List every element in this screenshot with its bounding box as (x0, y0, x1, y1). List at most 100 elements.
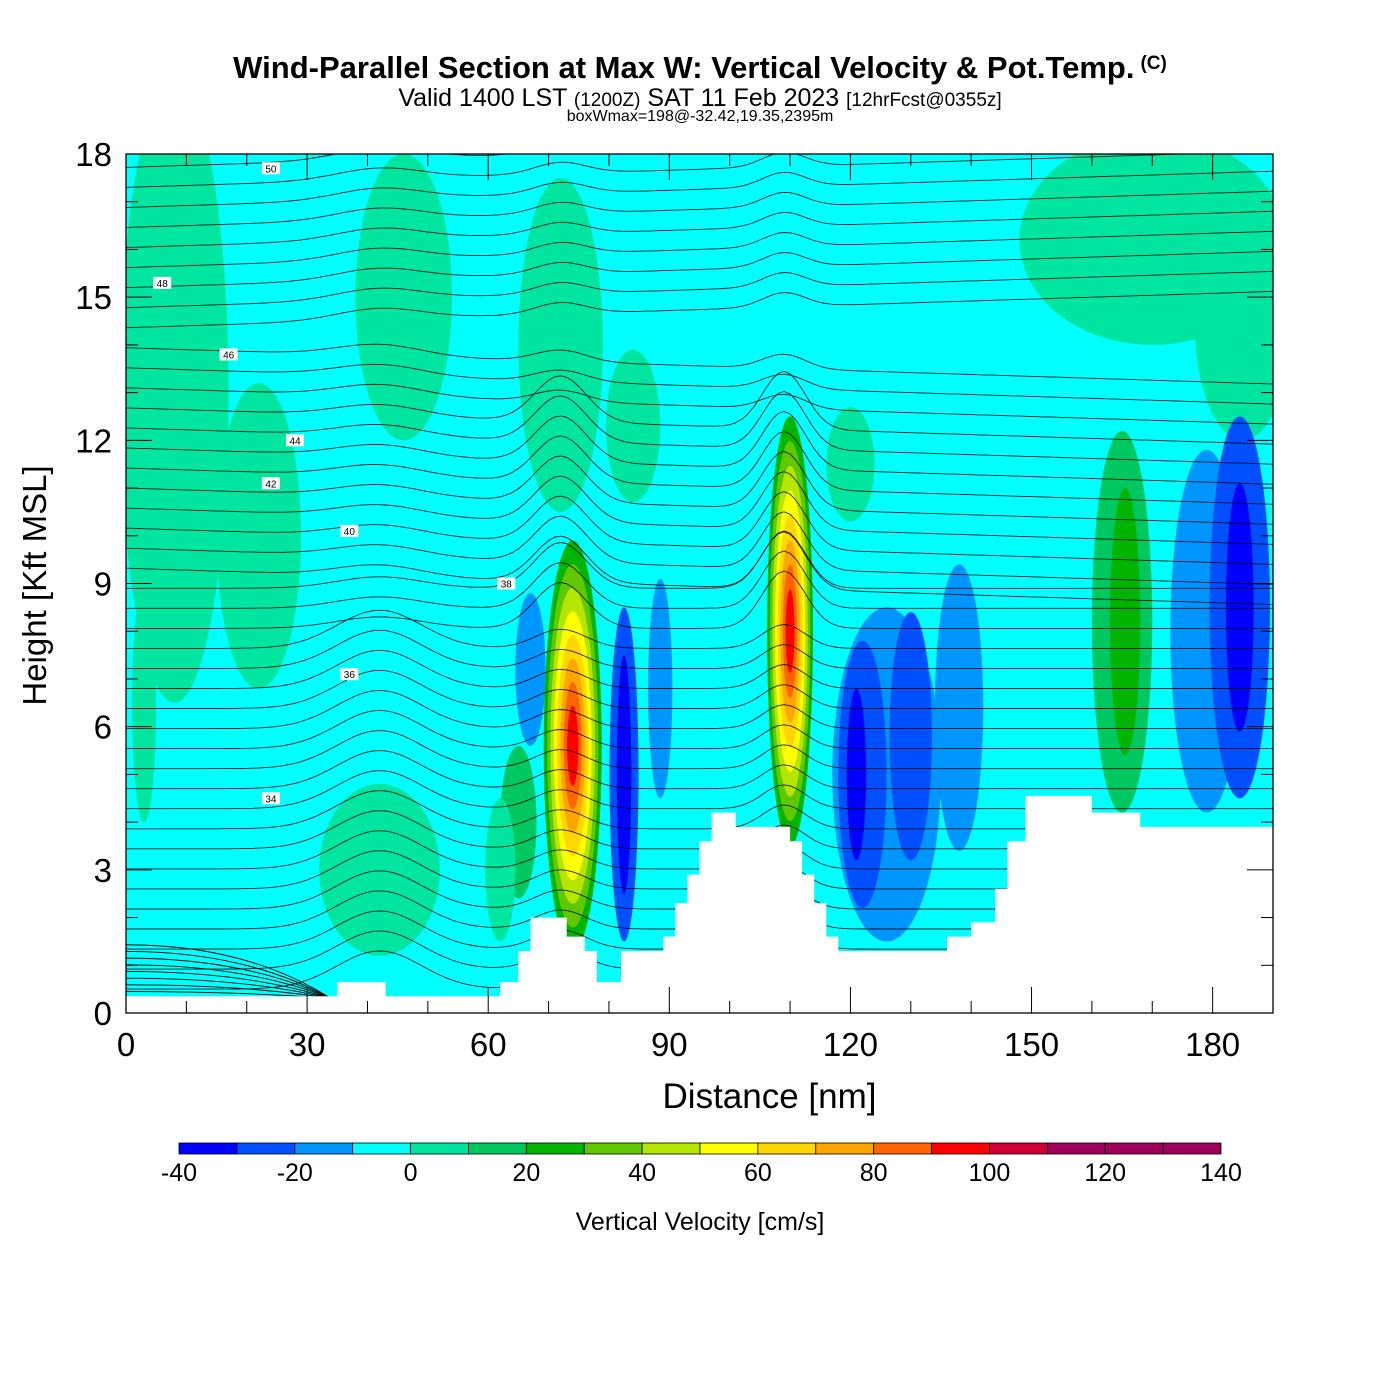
ascent-cell (1110, 488, 1141, 756)
y-tick-label: 9 (94, 566, 112, 603)
weak-ascent-band (319, 783, 440, 956)
vertical-velocity-field (126, 154, 1273, 956)
theta-label-text: 36 (344, 670, 356, 681)
forecast-info: [12hrFcst@0355z] (846, 90, 1002, 111)
theta-line (126, 471, 1273, 545)
theta-label-box (261, 162, 280, 175)
weak-ascent-band (132, 583, 157, 823)
x-tick-label: 150 (1004, 1026, 1059, 1063)
colorbar-segment (873, 1142, 932, 1155)
theta-label: 34 (261, 792, 280, 805)
colorbar-segment (699, 1142, 759, 1155)
y-tick-label: 18 (75, 136, 112, 173)
theta-line (126, 383, 1273, 425)
colorbar-tick-label: -40 (161, 1159, 197, 1187)
weak-ascent-band (518, 177, 603, 512)
theta-line (126, 343, 1273, 385)
downdraft-cell (616, 655, 632, 894)
theta-line (126, 411, 1273, 485)
x-tick-label: 180 (1185, 1026, 1240, 1063)
theta-label: 36 (340, 668, 359, 681)
theta-line (126, 689, 1273, 730)
theta-line (126, 290, 1273, 329)
theta-line (126, 609, 1273, 649)
theta-label: 40 (340, 525, 359, 538)
box-wmax-note: boxWmax=198@-32.42,19.35,2395m (566, 108, 834, 125)
colorbar-tick-label: 80 (860, 1159, 888, 1187)
theta-line (126, 491, 1273, 565)
terrain-mask (126, 795, 1273, 1013)
theta-line (126, 730, 1273, 770)
theta-line (126, 750, 1273, 790)
theta-line (126, 964, 332, 1000)
colorbar-segment (989, 1142, 1048, 1155)
theta-line (126, 370, 1273, 445)
downdraft-cell (889, 612, 932, 861)
y-tick-label: 0 (94, 995, 112, 1032)
theta-line (126, 230, 1273, 269)
colorbar-segment (410, 1142, 469, 1155)
weak-ascent-band (605, 349, 661, 503)
theta-line (126, 971, 332, 1000)
theta-line (126, 977, 332, 1000)
colorbar: -40 -20 0 20 40 60 80 100 120 140 (161, 1142, 1242, 1187)
colorbar-tick-label: 0 (404, 1159, 418, 1187)
colorbar-segment (525, 1142, 585, 1155)
theta-label-text: 44 (289, 436, 301, 447)
weak-ascent-band (216, 383, 302, 689)
weak-ascent-band (355, 154, 452, 441)
y-tick-label: 3 (94, 852, 112, 889)
colorbar-tick-label: -20 (277, 1159, 313, 1187)
theta-line (126, 530, 1273, 589)
x-tick-label: 120 (823, 1026, 878, 1063)
theta-label-text: 38 (501, 580, 513, 591)
theta-line (126, 363, 1273, 405)
weak-descent-band (934, 564, 984, 851)
theta-line (126, 550, 1273, 609)
downdraft-cell (1225, 483, 1254, 732)
chart-subtitle: Valid 1400 LST (1200Z) SAT 11 Feb 2023 [… (0, 84, 1400, 115)
theta-line (126, 250, 1273, 289)
colorbar-segment (757, 1142, 817, 1155)
x-tick-label: 60 (470, 1026, 507, 1063)
theta-line (126, 957, 332, 1000)
theta-label: 42 (261, 477, 280, 490)
colorbar-tick-label: 60 (744, 1159, 772, 1187)
theta-label: 48 (153, 276, 172, 290)
copyright-mark: (C) (1140, 53, 1167, 74)
updraft-cell (785, 589, 795, 674)
theta-label-box (219, 348, 238, 361)
chart-title-text: Wind-Parallel Section at Max W: Vertical… (233, 50, 1135, 85)
theta-line (126, 154, 510, 168)
y-axis-label: Height [Kft MSL] (16, 465, 53, 705)
theta-label: 50 (261, 162, 280, 175)
theta-line (126, 170, 1273, 208)
colorbar-tick-label: 120 (1084, 1159, 1126, 1187)
theta-line (126, 531, 1273, 605)
updraft-cell (567, 705, 579, 786)
weak-ascent-band (1194, 201, 1273, 441)
chart-title: Wind-Parallel Section at Max W: Vertical… (0, 50, 1400, 86)
theta-label-text: 48 (157, 279, 169, 290)
weak-ascent-band (826, 406, 875, 522)
colorbar-segment (468, 1142, 527, 1155)
theta-line (126, 950, 332, 1000)
y-tick-label: 15 (75, 279, 112, 316)
theta-label: 38 (497, 577, 516, 591)
theta-line (126, 984, 332, 1000)
theta-line (126, 391, 1273, 465)
valid-time: Valid 1400 LST (398, 84, 567, 112)
y-tick-label: 6 (94, 709, 112, 746)
theta-line (126, 154, 1197, 188)
colorbar-segment (1046, 1142, 1106, 1155)
theta-label-box (340, 525, 359, 538)
theta-line (126, 210, 1273, 248)
colorbar-segment (294, 1142, 354, 1155)
theta-line (126, 511, 1273, 585)
theta-label-box (497, 577, 516, 590)
theta-line (126, 190, 1273, 228)
theta-line (126, 649, 1273, 689)
theta-line (126, 944, 332, 1000)
